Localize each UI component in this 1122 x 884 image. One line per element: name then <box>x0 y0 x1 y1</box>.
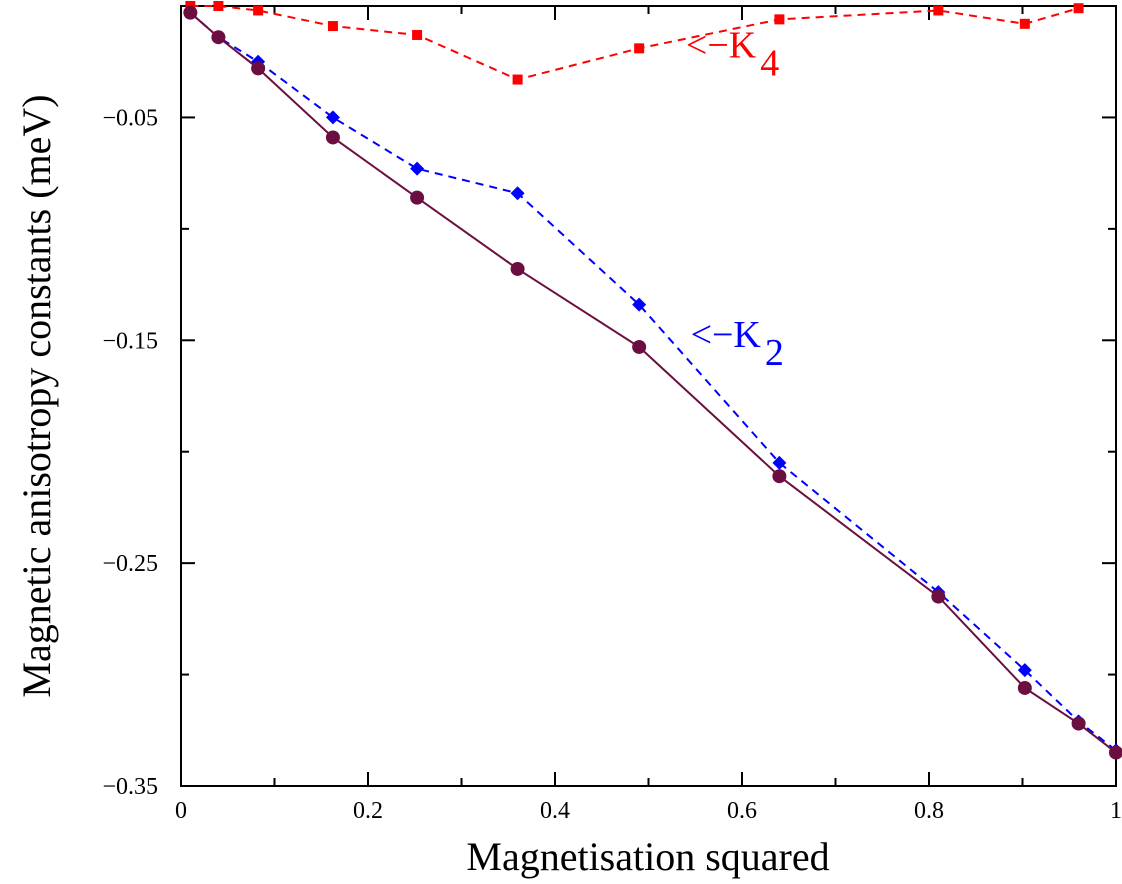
data-point-circle <box>510 261 525 276</box>
data-point-circle <box>410 190 425 205</box>
data-point-diamond <box>325 110 340 125</box>
data-point-circle <box>1071 716 1086 731</box>
x-axis-title: Magnetisation squared <box>466 834 829 879</box>
data-point-diamond <box>632 297 647 312</box>
series-line-1 <box>189 11 1117 752</box>
data-point-square <box>1073 3 1084 14</box>
annotation-text: <−K <box>686 24 757 66</box>
y-tick-label: −0.15 <box>102 328 158 354</box>
x-tick-label: 1 <box>1110 798 1122 824</box>
data-point-diamond <box>1017 663 1032 678</box>
y-tick-label: −0.25 <box>102 551 158 577</box>
data-point-square <box>634 43 645 54</box>
annotation-text: <−K <box>691 314 762 356</box>
y-tick-label: −0.35 <box>102 774 158 800</box>
x-tick-label: 0.8 <box>914 798 944 824</box>
data-point-circle <box>183 5 198 20</box>
x-tick-label: 0.2 <box>353 798 383 824</box>
x-tick-label: 0.4 <box>540 798 570 824</box>
axis-ticks: 0 0.2 0.4 0.6 0.8 1 −0.05 −0.15 −0.25 −0.35 <box>102 6 1122 824</box>
data-point-circle <box>632 339 647 354</box>
data-point-square <box>412 29 423 40</box>
data-point-circle <box>772 469 787 484</box>
series-layer <box>183 1 1122 760</box>
y-tick-label: −0.05 <box>102 105 158 131</box>
x-tick-label: 0 <box>175 798 187 824</box>
data-point-circle <box>251 61 266 76</box>
data-point-circle <box>211 30 226 45</box>
data-point-diamond <box>410 161 425 176</box>
series-line-0 <box>190 5 1079 81</box>
plot-frame <box>180 5 1117 787</box>
x-tick-label: 0.6 <box>727 798 757 824</box>
data-point-square <box>213 1 224 11</box>
annotation-layer: <−K 4<−K 2 <box>686 24 784 374</box>
series-annotation-1: <−K 2 <box>691 314 784 374</box>
data-point-square <box>512 74 523 85</box>
data-point-diamond <box>772 455 787 470</box>
data-point-circle <box>1109 745 1122 760</box>
data-point-circle <box>1017 680 1032 695</box>
data-point-square <box>253 5 264 16</box>
y-axis-title: Magnetic anisotropy constants (meV) <box>14 94 59 697</box>
annotation-subscript: 4 <box>760 42 779 84</box>
data-point-square <box>933 5 944 16</box>
data-point-square <box>1019 18 1030 29</box>
data-point-circle <box>325 130 340 145</box>
data-point-circle <box>931 589 946 604</box>
data-point-square <box>774 14 785 25</box>
data-point-square <box>327 21 338 32</box>
series-line-2 <box>189 11 1117 754</box>
annotation-subscript: 2 <box>765 332 784 374</box>
data-point-diamond <box>510 186 525 201</box>
series-annotation-0: <−K 4 <box>686 24 779 84</box>
